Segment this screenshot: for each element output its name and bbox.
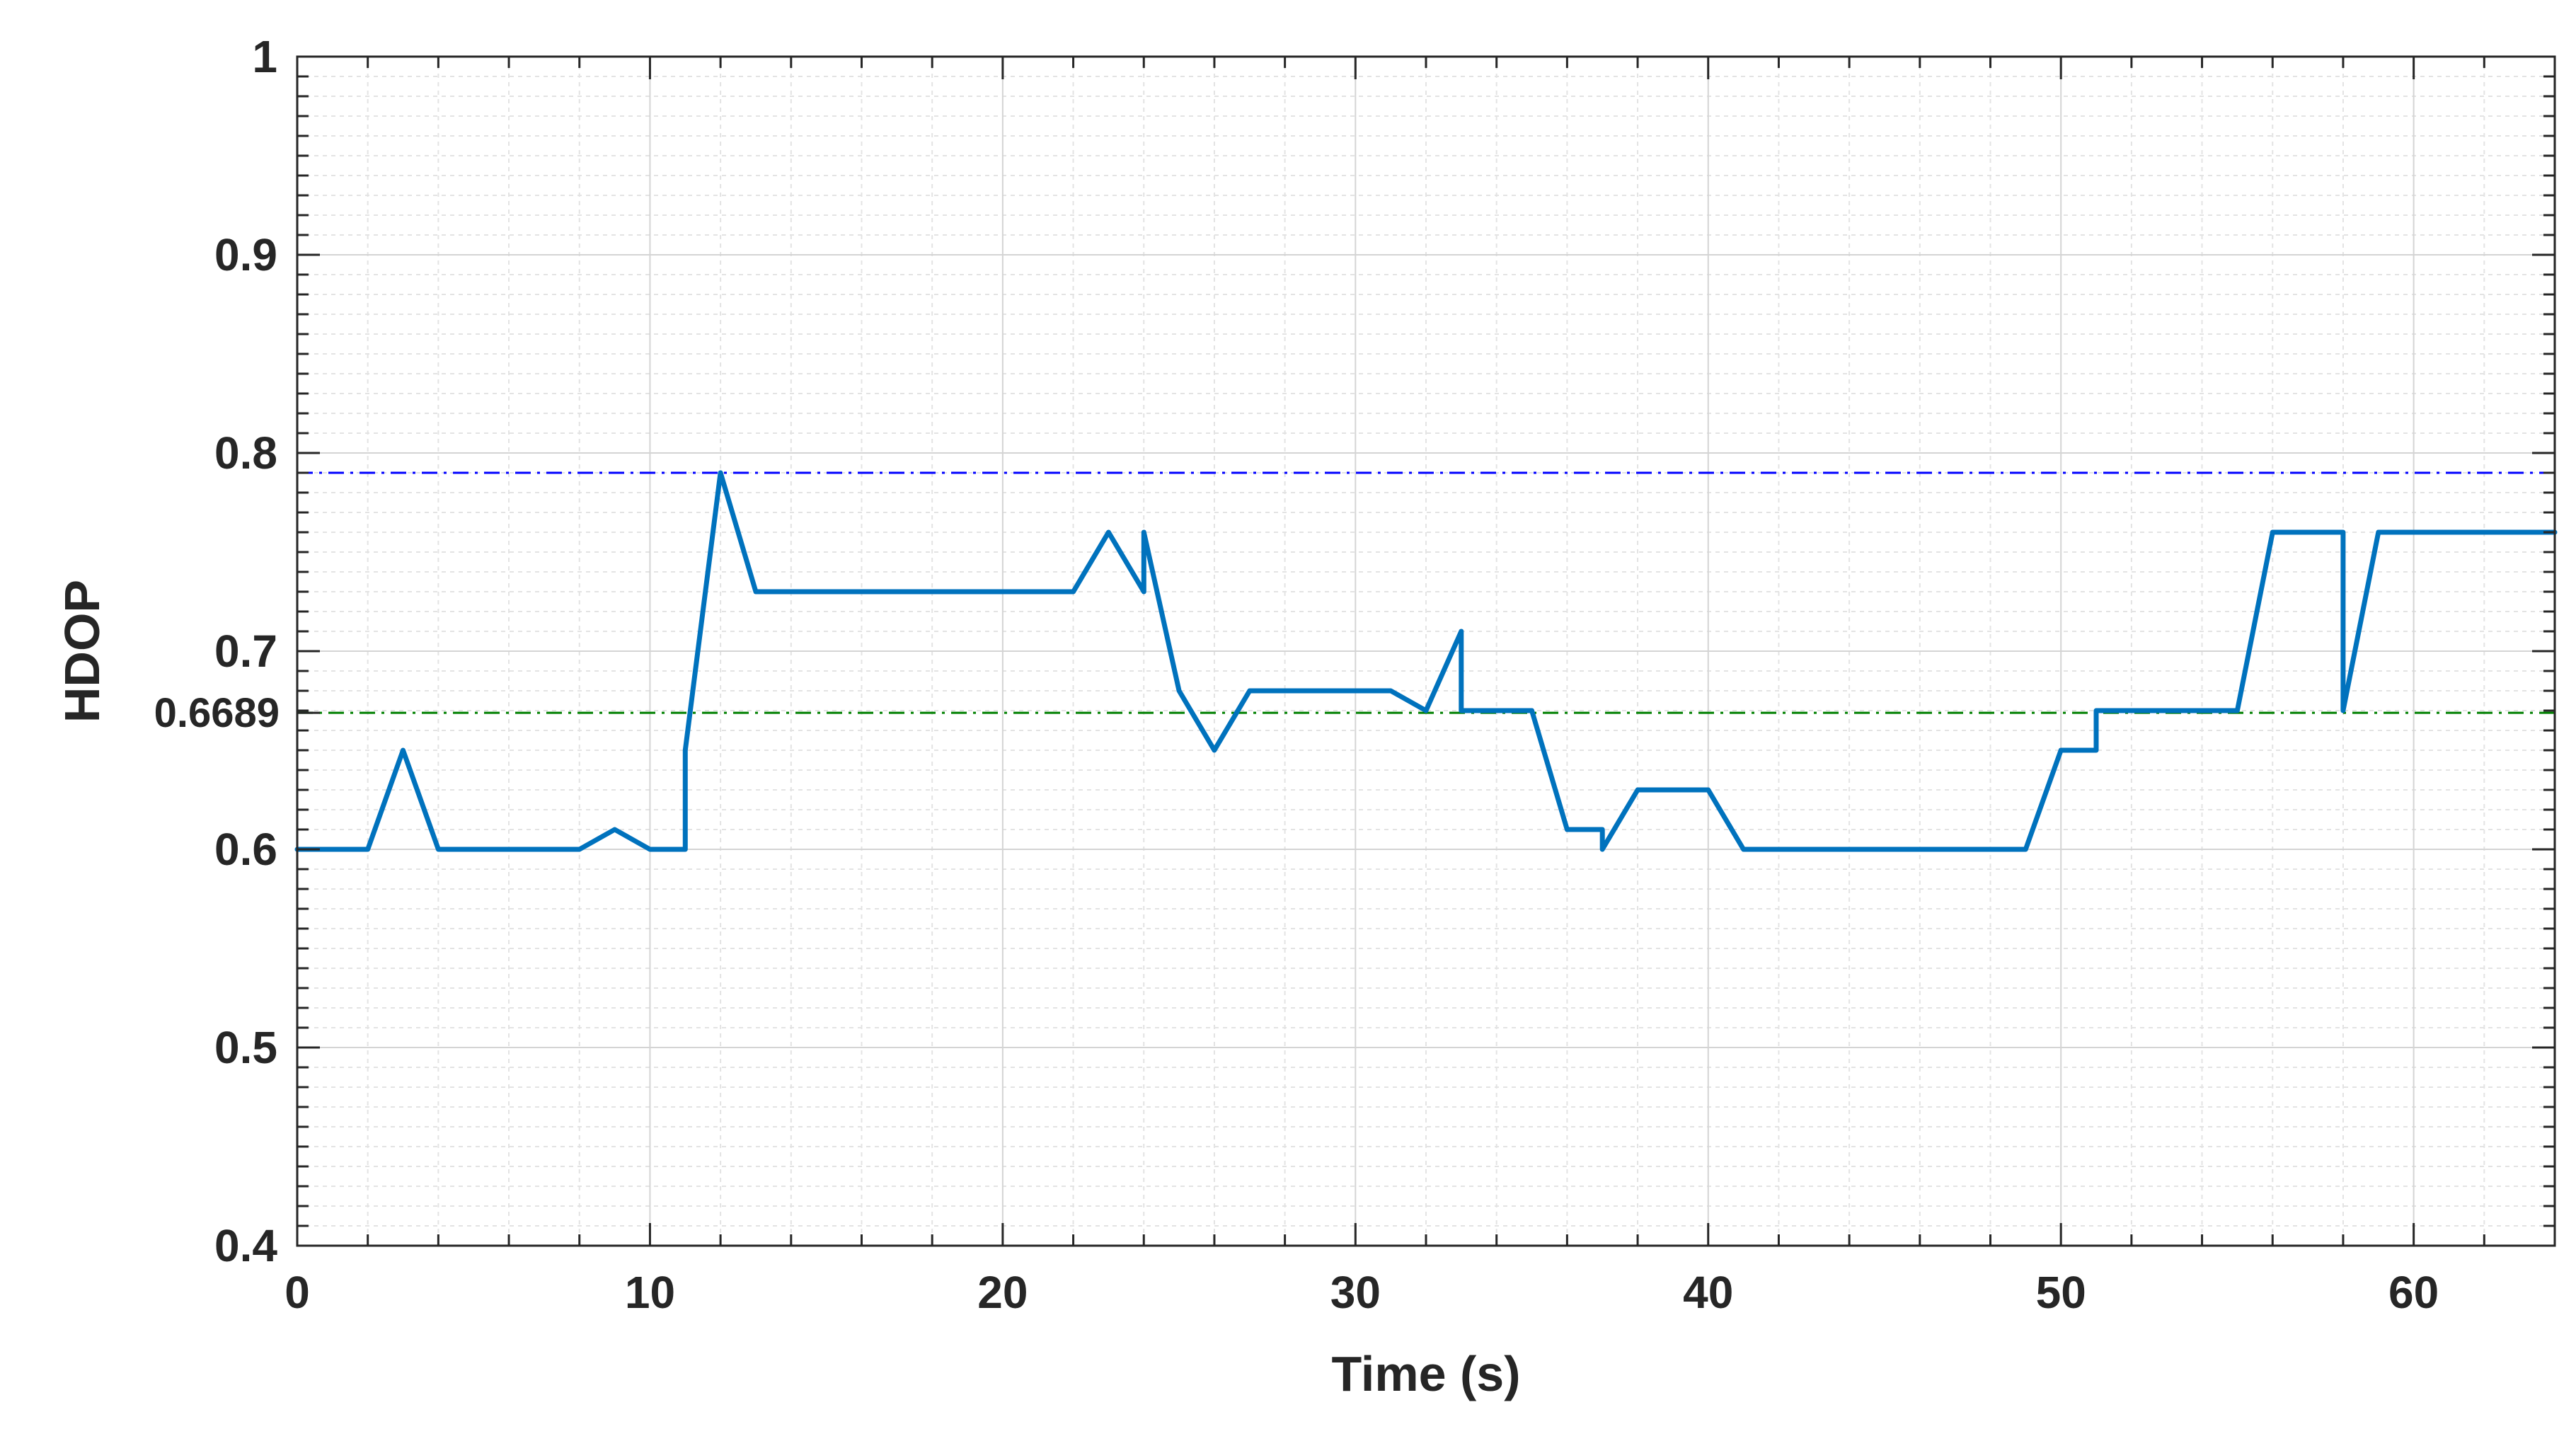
x-axis-label: Time (s) xyxy=(1331,1346,1520,1401)
x-tick-label: 60 xyxy=(2388,1267,2439,1318)
tick-marks xyxy=(297,57,2555,1246)
y-tick-label: 0.9 xyxy=(214,229,277,280)
y-axis-label: HDOP xyxy=(54,580,110,723)
y-tick-label: 0.5 xyxy=(214,1022,277,1073)
y-tick-label: 0.7 xyxy=(214,626,277,677)
y-tick-label: 0.6 xyxy=(214,824,277,875)
y-tick-label: 0.4 xyxy=(214,1220,277,1271)
series-group xyxy=(294,470,2558,852)
x-tick-label: 40 xyxy=(1683,1267,1733,1318)
x-tick-label: 50 xyxy=(2036,1267,2086,1318)
x-tick-label: 20 xyxy=(977,1267,1028,1318)
x-tick-label: 10 xyxy=(625,1267,675,1318)
y-tick-label: 1 xyxy=(252,31,277,82)
y-tick-label: 0.8 xyxy=(214,427,277,478)
y-tick-labels: 0.4 0.5 0.6 0.7 0.8 0.9 1 xyxy=(214,31,277,1271)
series-line-1 xyxy=(294,470,2558,852)
x-tick-label: 0 xyxy=(284,1267,310,1318)
x-tick-labels: 0 10 20 30 40 50 60 xyxy=(284,1267,2439,1318)
x-tick-label: 30 xyxy=(1330,1267,1381,1318)
y-tick-label-threshold: 0.6689 xyxy=(154,690,280,736)
